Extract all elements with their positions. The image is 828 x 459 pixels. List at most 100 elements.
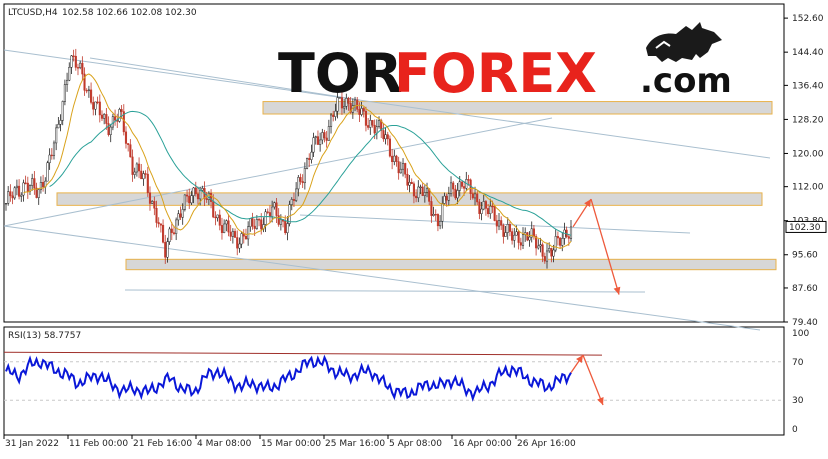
- candle-body: [308, 158, 311, 160]
- candle-body: [227, 220, 230, 233]
- candle-body: [212, 201, 215, 218]
- candle-body: [487, 208, 490, 215]
- candle-body: [345, 98, 348, 107]
- candle-body: [530, 228, 533, 238]
- candle-body: [96, 101, 99, 103]
- candle-body: [443, 195, 446, 204]
- candle-body: [179, 213, 182, 218]
- candle-body: [240, 233, 243, 245]
- rsi-projection-arrows: [570, 354, 604, 406]
- candle-body: [76, 67, 80, 69]
- candle-body: [552, 249, 555, 257]
- candle-body: [401, 163, 405, 170]
- candle-body: [18, 185, 21, 197]
- candle-body: [532, 228, 535, 237]
- time-axis: 31 Jan 2022 11 Feb 00:00 21 Feb 16:00 4 Mar…: [3, 435, 576, 449]
- candle-body: [9, 191, 12, 197]
- price-axis: 152.60144.40136.40128.20120.00112.00103.…: [784, 14, 824, 328]
- candle-body: [556, 236, 559, 239]
- candle-body: [340, 97, 343, 109]
- projection-arrowhead: [584, 199, 591, 208]
- candle-body: [554, 236, 557, 251]
- candle-body: [155, 207, 158, 223]
- candle-body: [386, 134, 389, 140]
- candle-body: [541, 244, 544, 257]
- candle-body: [271, 206, 274, 217]
- candle-body: [314, 136, 317, 138]
- candle-body: [72, 55, 75, 57]
- candle-body: [153, 201, 156, 209]
- candle-body: [159, 223, 162, 226]
- candle-body: [548, 248, 551, 252]
- candle-body: [100, 114, 104, 119]
- candle-body: [146, 173, 149, 193]
- candle-body: [327, 126, 330, 141]
- candle-body: [114, 116, 117, 121]
- channel-line: [89, 57, 361, 101]
- candle-body: [186, 194, 189, 197]
- candle-body: [249, 218, 252, 228]
- channel-line: [3, 117, 553, 227]
- candle-body: [94, 101, 97, 110]
- candle-body: [358, 109, 361, 115]
- candle-body: [284, 221, 287, 234]
- logo-text-tor: TOR: [278, 42, 402, 105]
- candle-body: [367, 125, 370, 128]
- candle-body: [517, 231, 520, 243]
- candle-body: [493, 206, 496, 221]
- candle-body: [133, 171, 136, 175]
- candle-body: [506, 224, 509, 233]
- candle-body: [473, 193, 477, 199]
- candle-body: [57, 124, 60, 129]
- candle-body: [90, 89, 93, 103]
- rsi-line: [5, 354, 572, 402]
- candle-body: [148, 192, 152, 204]
- price-projection-arrows: [572, 198, 621, 295]
- rsi-title: RSI(13) 58.7757: [8, 331, 81, 341]
- candle-body: [504, 232, 507, 237]
- candle-body: [415, 195, 418, 199]
- candle-body: [218, 214, 221, 226]
- candle-body: [484, 201, 487, 209]
- candle-body: [277, 215, 280, 225]
- candle-body: [478, 201, 481, 214]
- candle-body: [244, 235, 248, 240]
- candle-body: [201, 188, 204, 191]
- candle-body: [140, 170, 143, 180]
- projection-arrowhead: [576, 355, 583, 363]
- candle-body: [20, 194, 23, 197]
- price-tick-label: 144.40: [792, 48, 824, 58]
- candle-body: [382, 130, 385, 140]
- candle-body: [521, 234, 525, 246]
- candle-body: [170, 228, 173, 233]
- candle-body: [508, 224, 511, 232]
- candle-body: [52, 142, 56, 156]
- candle-body: [441, 203, 444, 222]
- candle-body: [563, 229, 566, 239]
- candle-body: [526, 232, 529, 241]
- candle-body: [545, 250, 549, 262]
- candle-body: [234, 231, 237, 238]
- moving-average-fast: [23, 73, 572, 250]
- current-price-tag: 102.30: [785, 220, 827, 233]
- candle-body: [410, 182, 413, 184]
- candle-body: [297, 177, 300, 190]
- candle-body: [356, 99, 359, 110]
- candle-body: [321, 132, 324, 141]
- candle-body: [109, 126, 112, 135]
- candle-body: [569, 226, 573, 239]
- candle-body: [31, 178, 34, 186]
- candle-body: [260, 219, 263, 230]
- candle-body: [399, 168, 402, 174]
- candle-body: [452, 182, 455, 190]
- candle-body: [92, 102, 95, 110]
- candle-body: [236, 237, 239, 249]
- candle-body: [157, 222, 160, 225]
- candle-body: [384, 134, 387, 140]
- logo-text-com: .com: [640, 61, 732, 101]
- candlesticks: [4, 48, 573, 269]
- rsi-tick-label: 70: [792, 358, 804, 368]
- candle-body: [172, 232, 176, 234]
- rsi-tick-label: 100: [792, 329, 809, 339]
